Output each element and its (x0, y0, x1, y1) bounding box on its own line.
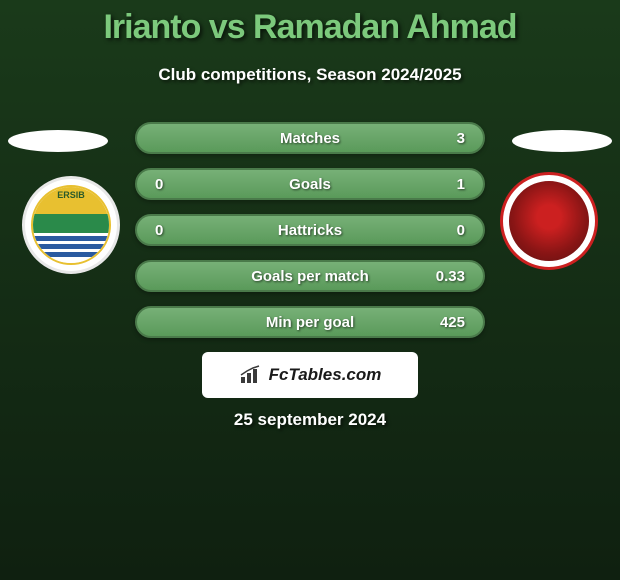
left-indicator (8, 130, 108, 152)
stat-left-value: 0 (155, 176, 185, 193)
stat-label: Matches (185, 130, 435, 147)
stat-right-value: 0.33 (435, 268, 465, 285)
stat-label: Goals (185, 176, 435, 193)
stat-row: Matches 3 (135, 122, 485, 154)
stat-row: 0 Hattricks 0 (135, 214, 485, 246)
stat-right-value: 3 (435, 130, 465, 147)
stats-container: Matches 3 0 Goals 1 0 Hattricks 0 Goals … (135, 122, 485, 352)
team-badge-left-emblem (31, 185, 111, 265)
page-title: Irianto vs Ramadan Ahmad (0, 0, 620, 47)
stat-label: Goals per match (185, 268, 435, 285)
stat-label: Min per goal (185, 314, 435, 331)
stat-right-value: 1 (435, 176, 465, 193)
team-badge-right (500, 172, 598, 270)
stat-right-value: 425 (435, 314, 465, 331)
stat-right-value: 0 (435, 222, 465, 239)
stat-row: 0 Goals 1 (135, 168, 485, 200)
brand-box: FcTables.com (202, 352, 418, 398)
team-badge-right-emblem (507, 179, 591, 263)
stat-left-value: 0 (155, 222, 185, 239)
stat-row: Goals per match 0.33 (135, 260, 485, 292)
right-indicator (512, 130, 612, 152)
brand-text: FcTables.com (269, 365, 382, 385)
page-subtitle: Club competitions, Season 2024/2025 (0, 65, 620, 85)
team-badge-left (22, 176, 120, 274)
stat-label: Hattricks (185, 222, 435, 239)
date-text: 25 september 2024 (0, 410, 620, 430)
stat-row: Min per goal 425 (135, 306, 485, 338)
chart-icon (239, 365, 265, 385)
